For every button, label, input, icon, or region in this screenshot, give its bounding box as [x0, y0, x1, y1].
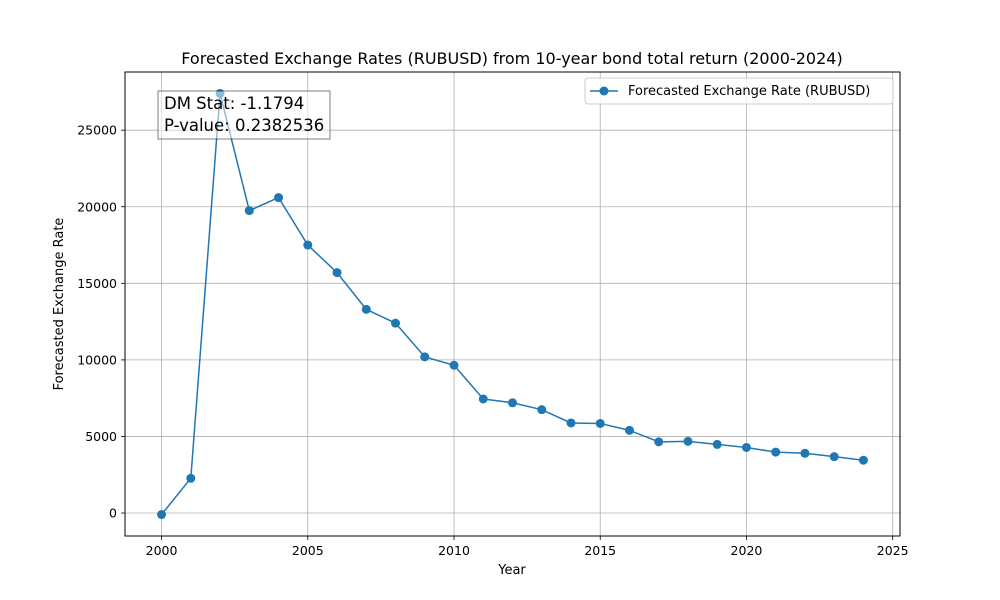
data-point: [391, 318, 401, 328]
data-point: [771, 447, 781, 457]
data-point: [508, 398, 517, 408]
legend: Forecasted Exchange Rate (RUBUSD): [584, 77, 894, 105]
series-line: [160, 93, 864, 516]
annotation-dm-stat: DM Stat: -1.1794: [164, 94, 304, 113]
series-group: [157, 88, 868, 520]
data-point: [361, 304, 371, 314]
x-axis-label: Year: [497, 563, 526, 578]
data-point: [537, 405, 547, 415]
y-tick-label: 25000: [77, 123, 117, 138]
annotation-p-value: P-value: 0.2382536: [164, 116, 324, 135]
data-point: [800, 448, 810, 458]
data-point: [741, 442, 751, 452]
data-point: [332, 268, 342, 278]
data-point: [186, 473, 196, 483]
legend-marker-swatch: [599, 86, 609, 96]
data-point: [566, 418, 576, 428]
grid: [125, 72, 900, 536]
data-point: [595, 418, 605, 428]
data-point: [712, 439, 722, 449]
x-tick-label: 2005: [292, 543, 324, 558]
annotation-box: [157, 90, 331, 140]
legend-box: [584, 77, 894, 105]
y-axis-ticks: 0 5000 10000 15000 20000 25000: [77, 123, 125, 521]
chart-title: Forecasted Exchange Rates (RUBUSD) from …: [181, 49, 842, 68]
data-point: [420, 352, 430, 362]
data-point: [624, 425, 634, 435]
data-point: [244, 206, 254, 216]
x-tick-label: 2015: [584, 543, 616, 558]
y-axis-label: Forecasted Exchange Rate: [52, 218, 67, 391]
data-point: [157, 510, 167, 520]
data-point: [654, 437, 664, 447]
data-point: [858, 455, 868, 465]
data-point: [683, 436, 693, 446]
x-tick-label: 2010: [438, 543, 470, 558]
x-tick-label: 2020: [731, 543, 763, 558]
x-axis-ticks: 2000 2005 2010 2015 2020 2025: [146, 536, 909, 558]
y-tick-label: 10000: [77, 352, 117, 367]
data-point: [829, 452, 839, 462]
y-tick-label: 15000: [77, 276, 117, 291]
x-tick-label: 2000: [146, 543, 178, 558]
legend-label: Forecasted Exchange Rate (RUBUSD): [628, 84, 870, 99]
y-tick-label: 5000: [85, 429, 117, 444]
plot-frame: [124, 71, 901, 537]
stats-annotation: DM Stat: -1.1794 P-value: 0.2382536: [157, 90, 331, 140]
data-point: [274, 193, 284, 203]
y-tick-label: 0: [109, 506, 117, 521]
data-point: [449, 360, 459, 370]
x-tick-label: 2025: [877, 543, 909, 558]
y-tick-label: 20000: [77, 199, 117, 214]
data-point: [303, 240, 313, 250]
data-point: [478, 394, 488, 404]
